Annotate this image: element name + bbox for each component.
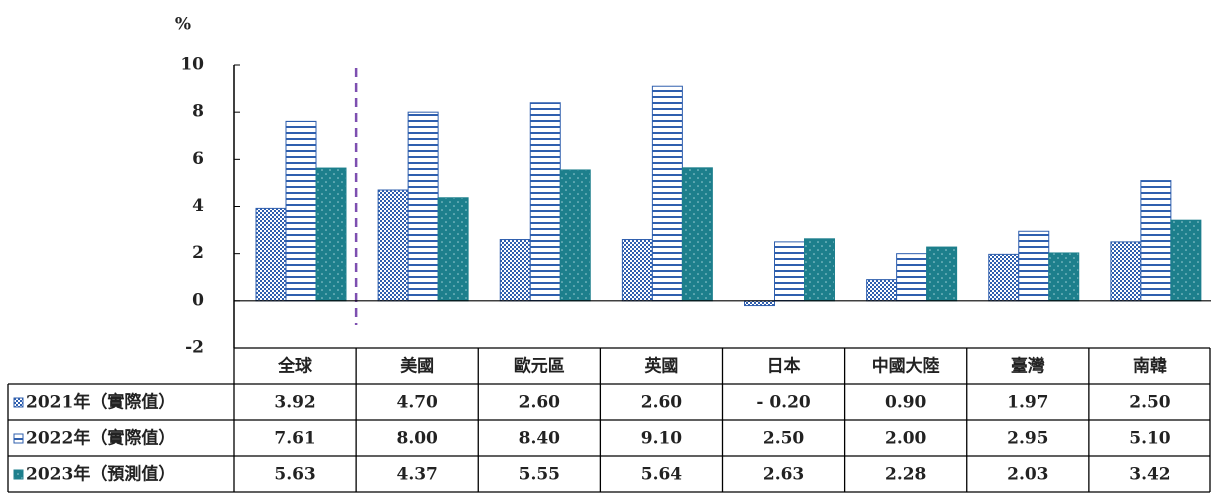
bar	[651, 85, 683, 302]
value-label: 2.03	[1007, 465, 1048, 485]
y-tick-label: -2	[185, 338, 204, 358]
value-label: 7.61	[274, 429, 315, 449]
bar	[988, 253, 1020, 302]
category-label: 中國大陸	[872, 356, 940, 377]
bar	[621, 239, 653, 302]
value-label: 5.10	[1129, 429, 1171, 449]
value-label: 9.10	[641, 429, 683, 449]
bar	[896, 253, 928, 302]
bar	[407, 111, 439, 302]
value-label: 3.92	[274, 393, 315, 413]
category-label: 美國	[400, 356, 434, 377]
bar	[866, 279, 898, 302]
y-axis-label: %	[175, 15, 191, 35]
value-label: 2.28	[885, 465, 926, 485]
value-label: 2.60	[641, 393, 683, 413]
legend-label: 2021年（實際值）	[26, 392, 175, 413]
bar	[1048, 252, 1080, 302]
value-label: 2.63	[763, 465, 804, 485]
category-label: 英國	[644, 356, 678, 377]
bar	[285, 120, 317, 302]
legend-label: 2023年（預測值）	[26, 464, 175, 485]
bar	[255, 207, 287, 302]
value-label: 4.37	[396, 465, 437, 485]
value-label: 8.00	[396, 429, 438, 449]
value-label: 2.00	[885, 429, 927, 449]
bar	[744, 300, 775, 307]
bar	[1140, 180, 1172, 302]
value-label: 2.60	[519, 393, 561, 413]
value-label: 2.50	[1129, 393, 1171, 413]
legend-swatch	[13, 397, 24, 408]
legend-swatch	[13, 433, 24, 444]
category-label: 全球	[277, 356, 313, 377]
bar	[804, 238, 835, 302]
bar	[529, 102, 561, 302]
value-label: 2.95	[1007, 429, 1048, 449]
bar	[681, 167, 713, 302]
bar	[774, 241, 805, 302]
value-label: 5.64	[641, 465, 683, 485]
value-label: 0.90	[885, 393, 927, 413]
value-label: 2.50	[763, 429, 805, 449]
y-tick-label: 2	[192, 243, 204, 263]
y-tick-label: 0	[192, 290, 204, 310]
value-label: 4.70	[396, 393, 438, 413]
legend-swatch	[13, 469, 24, 480]
bar	[315, 167, 347, 302]
value-label: 5.63	[274, 465, 315, 485]
category-label: 歐元區	[514, 356, 565, 377]
y-tick-label: 10	[180, 55, 204, 75]
bar	[437, 197, 469, 302]
y-tick-label: 4	[192, 196, 204, 216]
value-label: 3.42	[1129, 465, 1170, 485]
y-tick-label: 6	[192, 149, 204, 169]
bar	[1110, 241, 1142, 302]
value-label: - 0.20	[756, 393, 811, 413]
bar	[559, 169, 591, 302]
bar	[1170, 219, 1202, 302]
bar	[377, 189, 409, 302]
category-label: 臺灣	[1011, 356, 1045, 377]
bar	[499, 239, 531, 302]
value-label: 5.55	[519, 465, 560, 485]
bar	[926, 246, 958, 302]
category-label: 南韓	[1133, 356, 1167, 377]
category-label: 日本	[767, 356, 801, 377]
y-tick-label: 8	[192, 102, 204, 122]
value-label: 1.97	[1007, 393, 1048, 413]
value-label: 8.40	[519, 429, 561, 449]
legend-label: 2022年（實際值）	[26, 428, 175, 449]
bar	[1018, 230, 1050, 302]
